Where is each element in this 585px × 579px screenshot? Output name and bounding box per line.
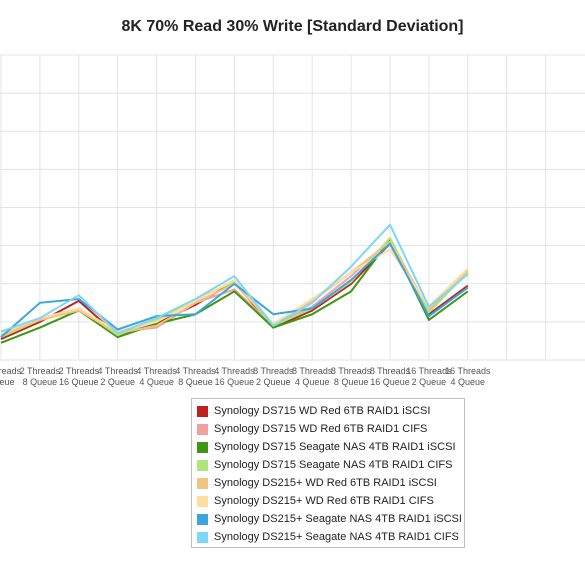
x-tick-label: 4 Threads [175,366,216,376]
x-tick-label: 8 Queue [178,377,213,387]
x-tick-label: 1 Threads [0,366,22,376]
legend-item: Synology DS215+ Seagate NAS 4TB RAID1 iS… [197,510,464,528]
legend-swatch [197,459,208,471]
x-tick-label: 2 Threads [20,366,61,376]
legend-swatch [197,423,208,435]
series-line-6 [0,248,469,335]
legend-label: Synology DS715 Seagate NAS 4TB RAID1 CIF… [214,459,453,471]
x-tick-label: 16 Queue [215,377,255,387]
chart-series [0,223,469,344]
x-tick-label: Queue [0,377,15,387]
legend-label: Synology DS715 Seagate NAS 4TB RAID1 iSC… [214,441,456,453]
x-tick-label: 4 Queue [139,377,174,387]
x-tick-label: 2 Threads [59,366,100,376]
chart-title: 8K 70% Read 30% Write [Standard Deviatio… [121,18,464,35]
legend-item: Synology DS715 WD Red 6TB RAID1 CIFS [197,420,464,438]
series-line-7 [0,242,469,338]
x-tick-label: 8 Queue [334,377,369,387]
legend-item: Synology DS715 Seagate NAS 4TB RAID1 iSC… [197,438,464,456]
legend-swatch [197,477,208,489]
x-tick-label: 2 Queue [256,377,291,387]
x-tick-label: 4 Queue [451,377,486,387]
x-tick-label: 4 Queue [295,377,330,387]
x-tick-label: 8 Threads [370,366,411,376]
x-tick-label: 4 Threads [136,366,177,376]
x-tick-label: 2 Queue [412,377,447,387]
legend-swatch [197,513,208,525]
legend-item: Synology DS215+ WD Red 6TB RAID1 CIFS [197,492,464,510]
chart-legend: Synology DS715 WD Red 6TB RAID1 iSCSI Syn… [191,398,465,548]
legend-swatch [197,405,208,417]
x-tick-label: 8 Threads [292,366,333,376]
legend-swatch [197,531,208,543]
legend-label: Synology DS715 WD Red 6TB RAID1 iSCSI [214,405,431,417]
legend-label: Synology DS715 WD Red 6TB RAID1 CIFS [214,423,428,435]
x-tick-label: 2 Queue [100,377,135,387]
x-tick-label: 8 Threads [331,366,372,376]
x-tick-label: 8 Queue [23,377,58,387]
legend-item: Synology DS215+ WD Red 6TB RAID1 iSCSI [197,474,464,492]
legend-item: Synology DS715 WD Red 6TB RAID1 iSCSI [197,402,464,420]
series-line-8 [0,223,469,335]
legend-item: Synology DS215+ Seagate NAS 4TB RAID1 CI… [197,528,464,546]
legend-label: Synology DS215+ Seagate NAS 4TB RAID1 iS… [214,513,462,525]
x-tick-label: 8 Threads [253,366,294,376]
x-tick-label: 16 Threads [445,366,491,376]
x-tick-label: 16 Queue [59,377,99,387]
legend-item: Synology DS715 Seagate NAS 4TB RAID1 CIF… [197,456,464,474]
x-tick-label: 16 Threads [406,366,452,376]
legend-label: Synology DS215+ Seagate NAS 4TB RAID1 CI… [214,531,459,543]
legend-swatch [197,441,208,453]
legend-label: Synology DS215+ WD Red 6TB RAID1 iSCSI [214,477,437,489]
x-tick-label: 16 Queue [370,377,410,387]
x-tick-label: 4 Threads [98,366,139,376]
legend-label: Synology DS215+ WD Red 6TB RAID1 CIFS [214,495,434,507]
x-tick-label: 4 Threads [214,366,255,376]
legend-swatch [197,495,208,507]
